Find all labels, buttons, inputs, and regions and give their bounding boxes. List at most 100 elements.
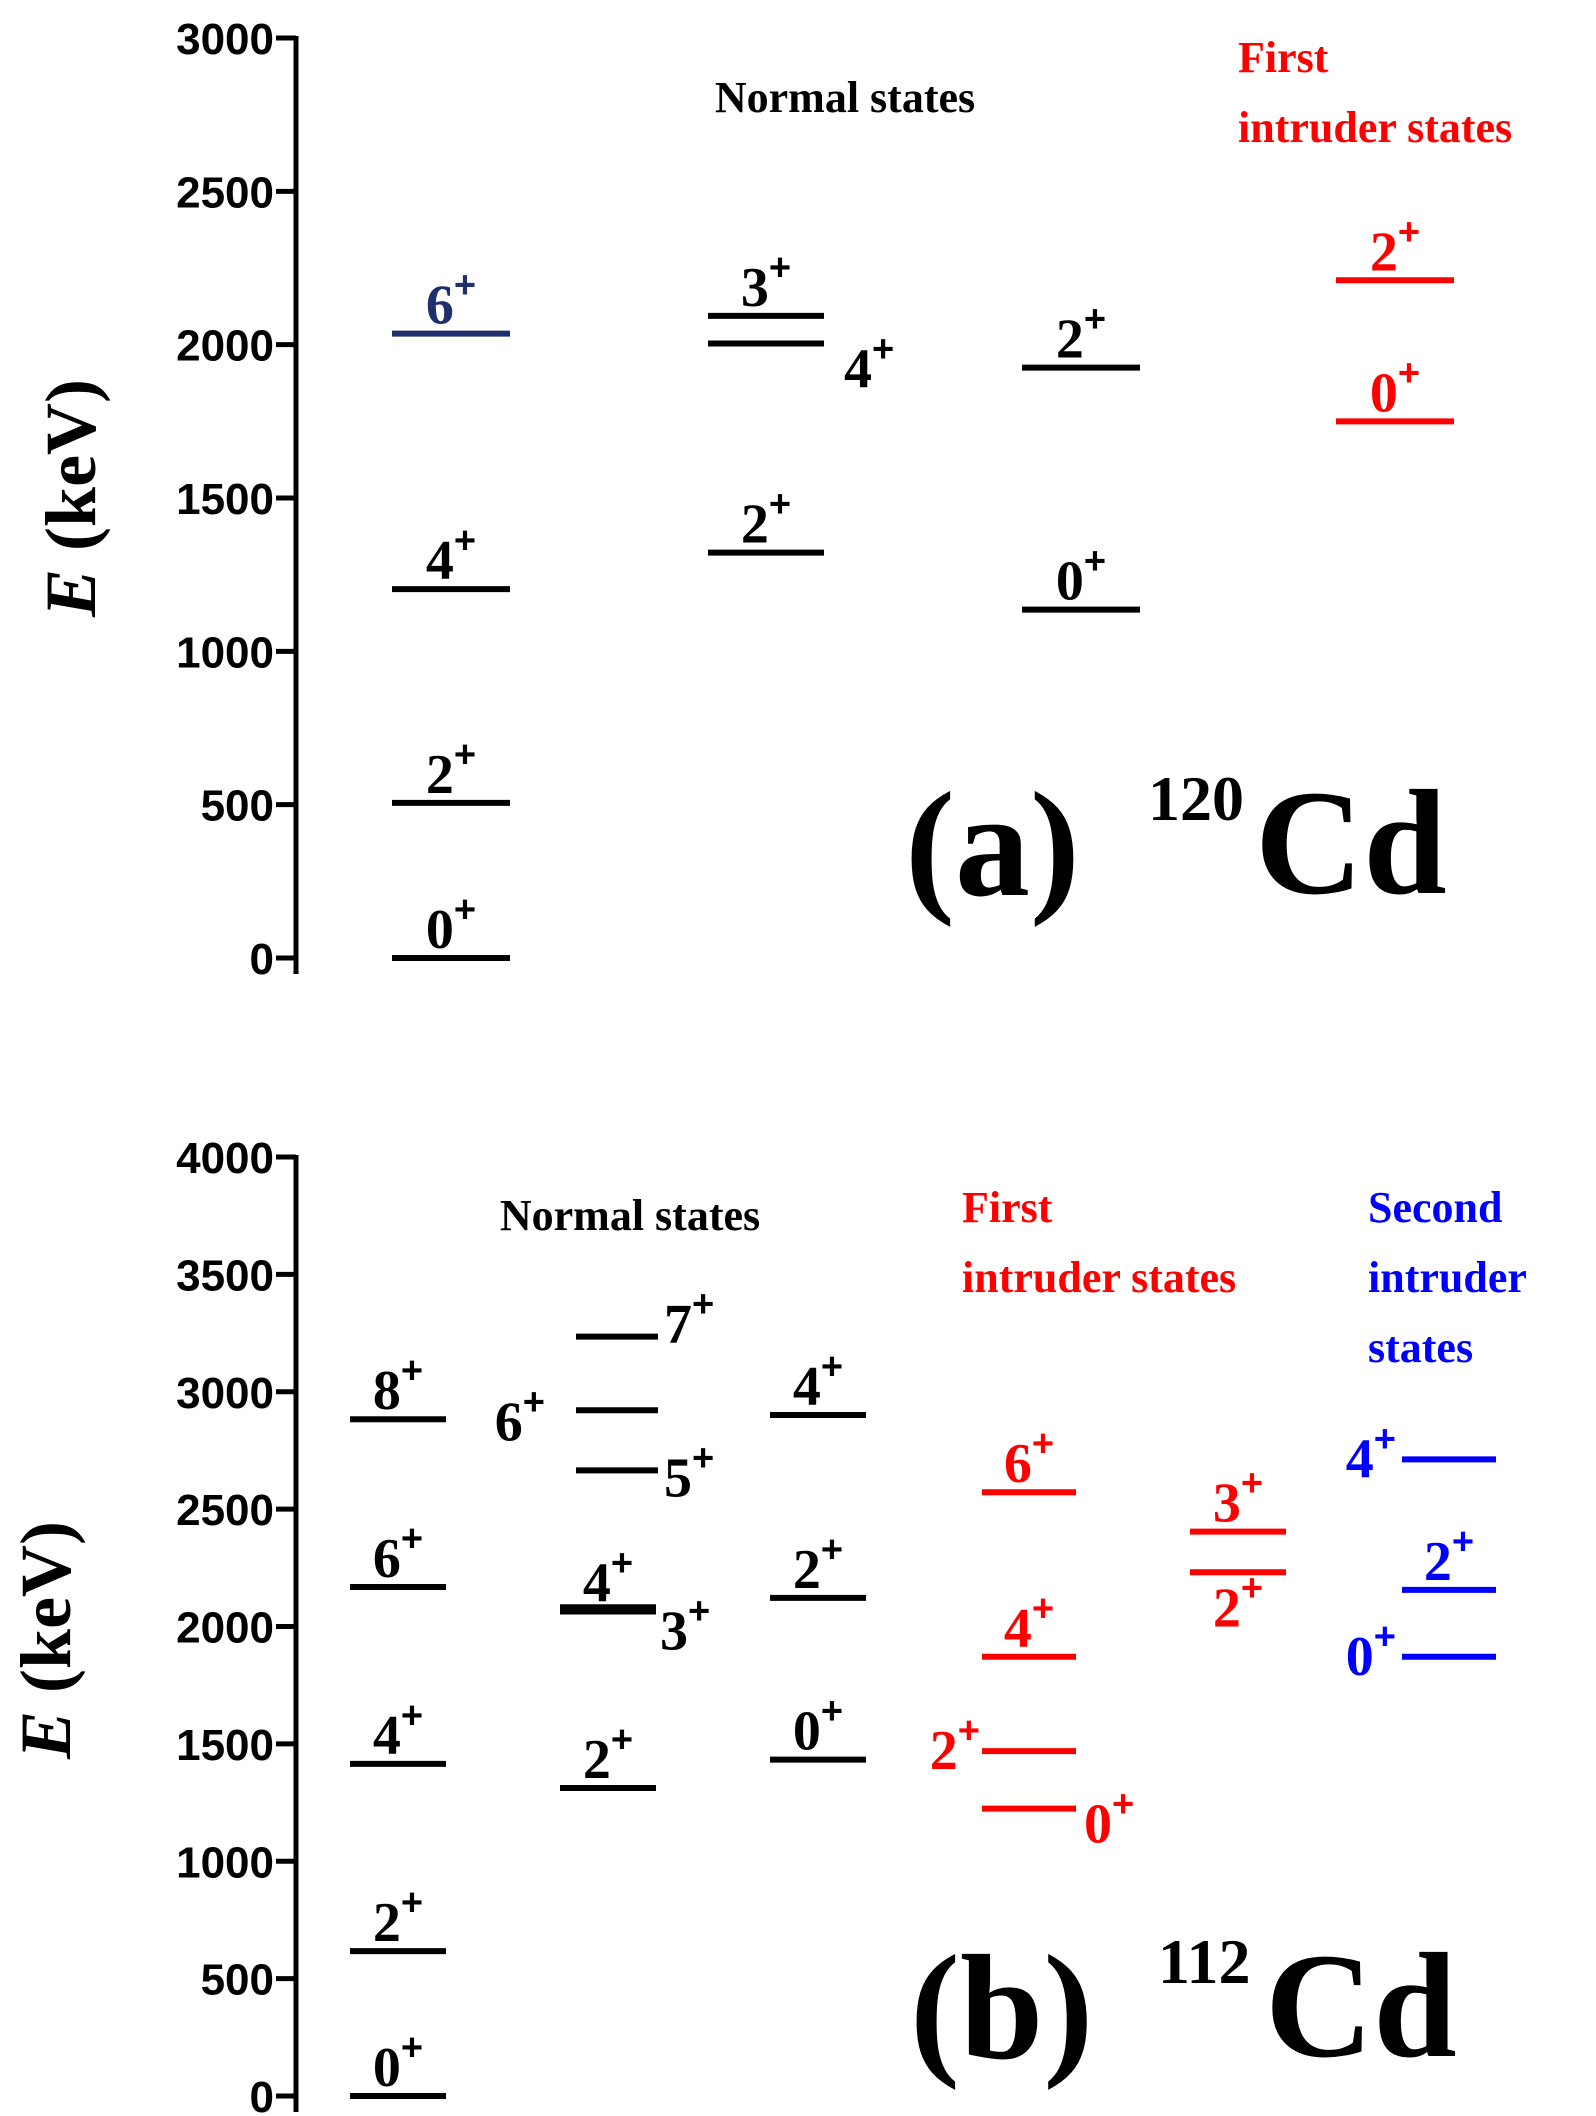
level-spin: 0 [1084, 1794, 1112, 1856]
level-parity: + [769, 484, 791, 526]
panel-a-120cd: 0 500 1000 1500 2 0 0 0 2500 3000 E (keV) Normal st… [31, 15, 1512, 984]
level-spin: 0 [1346, 1626, 1374, 1688]
level-spin: 2 [583, 1729, 611, 1791]
level-parity: + [1374, 1616, 1396, 1658]
level-label: 2+ [426, 734, 476, 806]
level-spin: 2 [426, 744, 454, 806]
level-label: 6+ [373, 1518, 423, 1590]
level-parity: + [872, 328, 894, 370]
level-parity: + [1032, 1423, 1054, 1465]
level-spin: 8 [373, 1360, 401, 1422]
level-label: 0+ [426, 889, 476, 961]
level-spin: 0 [1056, 551, 1084, 613]
y-tick-label: 4000 [176, 1134, 274, 1183]
level-label: 3+ [1213, 1463, 1263, 1535]
level-spin: 2 [373, 1892, 401, 1954]
level-parity: + [821, 1529, 843, 1571]
panel-label: (a) [905, 762, 1080, 928]
level-spin: 4 [844, 338, 872, 400]
y-axis-label-symbol: E [6, 1711, 86, 1760]
level-parity: + [454, 889, 476, 931]
level-parity: + [821, 1346, 843, 1388]
level-spin: 0 [1370, 362, 1398, 424]
level-parity: + [454, 734, 476, 776]
level-label: 2+ [1213, 1567, 1263, 1639]
level-parity: + [401, 2027, 423, 2069]
level-spin: 2 [1056, 309, 1084, 371]
level-parity: + [769, 247, 791, 289]
y-axis-label-unit: (keV) [31, 379, 111, 551]
level-spin: 4 [583, 1552, 611, 1614]
level-spin: 3 [660, 1600, 688, 1662]
y-axis-label-unit: (keV) [6, 1521, 86, 1693]
level-label: 2+ [793, 1529, 843, 1601]
group-label: First [962, 1183, 1053, 1232]
y-tick-label: 1000 [176, 628, 274, 677]
y-tick-label: 0 [250, 935, 274, 984]
level-spin: 6 [495, 1391, 523, 1453]
y-tick-label: 2500 [176, 168, 274, 217]
level-label: 4+ [1346, 1418, 1396, 1490]
level-spin: 4 [426, 530, 454, 592]
panel-label: (b) [910, 1925, 1093, 2091]
group-label: intruder [1368, 1253, 1527, 1302]
y-axis-label-space [6, 1693, 86, 1711]
level-spin: 4 [1346, 1428, 1374, 1490]
level-spin: 4 [373, 1705, 401, 1767]
level-spin: 0 [793, 1701, 821, 1763]
level-spin: 4 [1004, 1598, 1032, 1660]
level-spin: 2 [1213, 1577, 1241, 1639]
level-parity: + [821, 1691, 843, 1733]
level-parity: + [1032, 1588, 1054, 1630]
y-tick-label: 1500 [176, 1721, 274, 1770]
level-label: 0+ [793, 1691, 843, 1763]
isotope-mass-number: 120 [1148, 763, 1244, 834]
y-axis-label: E (keV) [31, 379, 111, 618]
y-tick-label: 3000 [176, 15, 274, 64]
y-tick-label: 500 [201, 782, 274, 831]
level-label: 2+ [930, 1710, 980, 1782]
level-spin: 7 [664, 1294, 692, 1356]
level-parity: + [692, 1284, 714, 1326]
level-parity: + [454, 265, 476, 307]
level-label: 0+ [1370, 352, 1420, 424]
level-spin: 6 [1004, 1433, 1032, 1495]
level-label: 4+ [426, 520, 476, 592]
isotope-symbol: Cd [1265, 1923, 1457, 2089]
level-spin: 6 [373, 1528, 401, 1590]
group-label: states [1368, 1323, 1473, 1372]
group-label: Normal states [500, 1191, 760, 1240]
level-parity: + [1241, 1463, 1263, 1505]
level-spin: 2 [1424, 1531, 1452, 1593]
level-label: 0+ [373, 2027, 423, 2099]
group-label: intruder states [962, 1253, 1236, 1302]
y-tick-label: 1500 [176, 475, 274, 524]
level-label: 4+ [583, 1542, 633, 1614]
y-axis-label-space [31, 551, 111, 569]
level-spin: 5 [664, 1447, 692, 1509]
y-tick-label: 2500 [176, 1486, 274, 1535]
level-parity: + [454, 520, 476, 562]
group-label: Normal states [715, 73, 975, 122]
level-label: 0+ [1056, 541, 1106, 613]
y-tick-label: 1000 [176, 1838, 274, 1887]
group-label: intruder states [1238, 103, 1512, 152]
level-parity: + [1084, 541, 1106, 583]
y-tick-label: 500 [201, 1956, 274, 2005]
isotope-mass-number: 112 [1158, 1926, 1250, 1997]
level-parity: + [1374, 1418, 1396, 1460]
level-spin: 6 [426, 275, 454, 337]
level-label: 6+ [426, 265, 476, 337]
level-parity: + [611, 1719, 633, 1761]
level-label: 4+ [1004, 1588, 1054, 1660]
level-parity: + [611, 1542, 633, 1584]
level-parity: + [1398, 211, 1420, 253]
level-label: 8+ [373, 1350, 423, 1422]
level-spin: 3 [1213, 1473, 1241, 1535]
level-spin: 0 [426, 899, 454, 961]
level-parity: + [523, 1381, 545, 1423]
level-label: 2+ [583, 1719, 633, 1791]
level-label: 2+ [1424, 1521, 1474, 1593]
